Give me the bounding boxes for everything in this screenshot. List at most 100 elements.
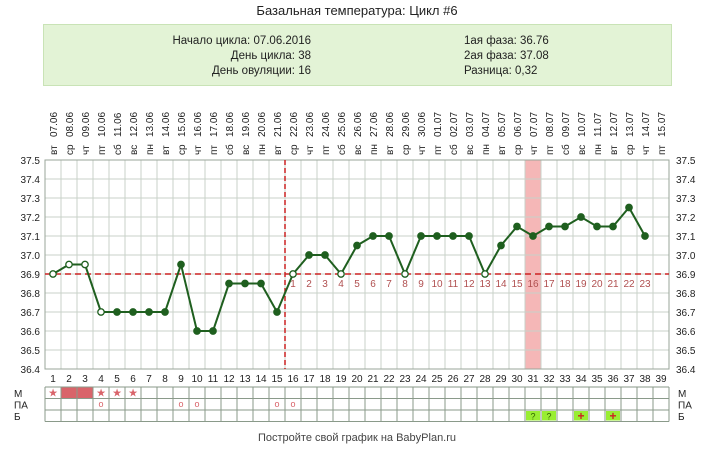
test-block xyxy=(526,411,540,421)
y-tick-label-right: 36.9 xyxy=(676,270,696,281)
day-number: 19 xyxy=(335,374,347,385)
date-label: 11.07 xyxy=(593,112,604,137)
difference-value: 0,32 xyxy=(514,65,538,77)
weekday-label: вс xyxy=(241,145,252,155)
row-label-left: Б xyxy=(14,412,21,423)
weekday-label: сб xyxy=(560,144,572,155)
temperature-point xyxy=(513,222,521,231)
date-label: 09.06 xyxy=(81,112,92,137)
date-label: 12.06 xyxy=(129,112,140,137)
phase-day-number: 15 xyxy=(511,279,523,290)
phase2-value: 37.08 xyxy=(520,50,549,62)
circle-icon: o xyxy=(98,399,103,409)
date-label: 14.07 xyxy=(641,112,652,137)
weekday-label: пн xyxy=(257,144,268,155)
date-label: 15.07 xyxy=(657,112,668,137)
day-number: 16 xyxy=(287,374,299,385)
y-tick-label-left: 36.9 xyxy=(21,270,41,281)
menstruation-block xyxy=(61,387,77,399)
date-label: 22.06 xyxy=(289,112,300,137)
day-number: 17 xyxy=(303,374,315,385)
temperature-point xyxy=(193,327,201,335)
star-icon: ★ xyxy=(48,387,58,400)
day-number: 30 xyxy=(511,374,523,385)
phase-day-number: 19 xyxy=(575,279,587,290)
temperature-point xyxy=(81,260,89,269)
day-number: 38 xyxy=(639,374,651,385)
date-label: 06.07 xyxy=(513,112,524,137)
y-tick-label-right: 37.2 xyxy=(676,213,696,224)
day-number: 28 xyxy=(479,374,491,385)
date-label: 23.06 xyxy=(305,112,316,137)
day-number: 23 xyxy=(399,374,411,385)
weekday-label: вт xyxy=(161,145,172,155)
weekday-label: чт xyxy=(193,145,204,155)
date-label: 01.07 xyxy=(433,112,444,137)
weekday-label: вс xyxy=(577,145,588,155)
weekday-label: ср xyxy=(625,144,636,155)
y-tick-label-left: 37.0 xyxy=(21,251,41,262)
y-tick-label-left: 37.4 xyxy=(21,175,41,186)
weekday-label: вт xyxy=(609,145,620,155)
weekday-label: вт xyxy=(273,145,284,155)
temperature-point xyxy=(257,279,265,288)
date-label: 29.06 xyxy=(401,112,412,137)
footer-link-text[interactable]: Постройте свой график на BabyPlan.ru xyxy=(257,432,457,444)
day-number: 4 xyxy=(98,374,104,385)
phase-day-number: 7 xyxy=(386,279,392,290)
chart-title: Базальная температура: Цикл #6 xyxy=(256,3,458,18)
temperature-point xyxy=(49,270,57,278)
temperature-point xyxy=(177,260,185,269)
date-label: 12.07 xyxy=(609,112,620,137)
row-label-right: М xyxy=(678,389,686,400)
day-number: 5 xyxy=(114,374,120,385)
date-label: 17.06 xyxy=(209,112,220,137)
test-block xyxy=(542,411,556,421)
date-label: 30.06 xyxy=(417,112,428,137)
day-number: 6 xyxy=(130,374,136,385)
y-tick-label-left: 36.6 xyxy=(21,327,41,338)
temperature-point xyxy=(145,308,153,316)
temperature-point xyxy=(401,270,409,278)
day-number: 25 xyxy=(431,374,443,385)
day-number: 9 xyxy=(178,374,184,385)
star-icon: ★ xyxy=(128,387,138,400)
weekday-label: пн xyxy=(481,144,492,155)
day-number: 10 xyxy=(191,374,203,385)
date-label: 03.07 xyxy=(465,112,476,137)
day-number: 13 xyxy=(239,374,251,385)
temperature-point xyxy=(449,232,457,240)
y-tick-label-right: 37.1 xyxy=(676,232,696,243)
difference-label: Разница: xyxy=(464,65,512,77)
day-number: 34 xyxy=(575,374,587,385)
y-tick-label-left: 37.3 xyxy=(21,194,41,205)
phase-day-number: 17 xyxy=(543,279,555,290)
y-tick-label-right: 37.0 xyxy=(676,251,696,262)
date-label: 25.06 xyxy=(337,112,348,137)
weekday-label: пн xyxy=(593,144,604,155)
day-number: 39 xyxy=(655,374,667,385)
day-number: 37 xyxy=(623,374,635,385)
cycle-start-row: Начало цикла: 07.06.2016 xyxy=(172,34,311,49)
difference-row: Разница: 0,32 xyxy=(464,64,537,79)
cycle-day-value: 38 xyxy=(298,50,311,62)
day-number: 7 xyxy=(146,374,152,385)
weekday-label: ср xyxy=(289,144,300,155)
question-icon: ? xyxy=(546,412,551,422)
weekday-label: пт xyxy=(545,145,556,155)
phase-day-number: 23 xyxy=(639,279,651,290)
phase-day-number: 20 xyxy=(591,279,603,290)
phase2-row: 2ая фаза: 37.08 xyxy=(464,49,549,64)
phase-day-number: 22 xyxy=(623,279,635,290)
weekday-label: вс xyxy=(353,145,364,155)
y-tick-label-right: 37.3 xyxy=(676,194,696,205)
plus-icon: + xyxy=(609,409,616,423)
y-tick-label-left: 37.5 xyxy=(21,156,41,167)
day-number: 12 xyxy=(223,374,235,385)
weekday-label: вт xyxy=(385,145,396,155)
phase-day-number: 13 xyxy=(479,279,491,290)
temperature-point xyxy=(577,213,585,221)
test-block xyxy=(574,411,588,421)
temperature-point xyxy=(465,232,473,240)
temperature-point xyxy=(545,222,553,231)
